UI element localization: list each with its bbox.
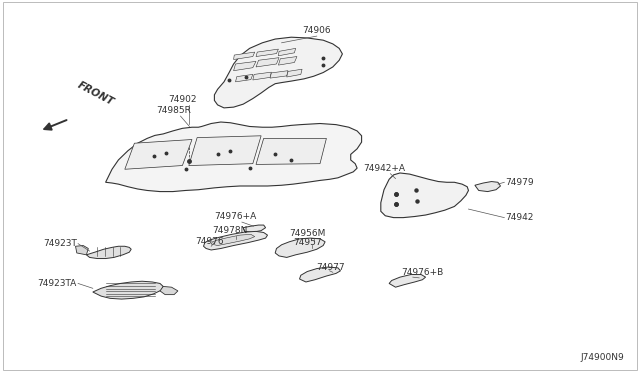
Polygon shape — [211, 234, 255, 246]
Text: 74923TA: 74923TA — [38, 279, 77, 288]
Text: J74900N9: J74900N9 — [580, 353, 624, 362]
Polygon shape — [243, 225, 266, 232]
Polygon shape — [189, 136, 261, 166]
Text: 74976+B: 74976+B — [401, 268, 444, 277]
Polygon shape — [275, 238, 325, 257]
Text: 74977: 74977 — [316, 263, 344, 272]
Polygon shape — [287, 69, 302, 77]
Polygon shape — [253, 72, 271, 80]
Polygon shape — [270, 71, 288, 78]
Text: 74979: 74979 — [506, 178, 534, 187]
Polygon shape — [160, 286, 178, 295]
Text: FRONT: FRONT — [76, 80, 115, 108]
Polygon shape — [234, 61, 256, 71]
Polygon shape — [236, 74, 253, 82]
Polygon shape — [234, 52, 255, 60]
Text: 74985R: 74985R — [157, 106, 191, 115]
Polygon shape — [125, 140, 192, 169]
Polygon shape — [389, 275, 426, 287]
Polygon shape — [256, 58, 279, 67]
Text: 74956M: 74956M — [289, 229, 325, 238]
Polygon shape — [204, 231, 268, 250]
Text: 74976: 74976 — [195, 237, 223, 246]
Polygon shape — [86, 246, 131, 259]
Text: 74978N: 74978N — [212, 226, 248, 235]
Text: 74942: 74942 — [506, 213, 534, 222]
Polygon shape — [278, 48, 296, 56]
Polygon shape — [214, 37, 342, 108]
Text: 74957: 74957 — [293, 238, 321, 247]
Polygon shape — [475, 182, 500, 192]
Polygon shape — [256, 138, 326, 164]
Polygon shape — [381, 173, 468, 218]
Text: 74976+A: 74976+A — [214, 212, 257, 221]
Polygon shape — [278, 57, 297, 65]
Polygon shape — [93, 281, 163, 299]
Text: 74942+A: 74942+A — [363, 164, 405, 173]
Text: 74906: 74906 — [303, 26, 331, 35]
Polygon shape — [106, 122, 362, 192]
Text: 74923T: 74923T — [43, 239, 77, 248]
Polygon shape — [256, 49, 278, 57]
Polygon shape — [300, 267, 340, 282]
Polygon shape — [76, 246, 88, 255]
Text: 74902: 74902 — [168, 95, 196, 104]
